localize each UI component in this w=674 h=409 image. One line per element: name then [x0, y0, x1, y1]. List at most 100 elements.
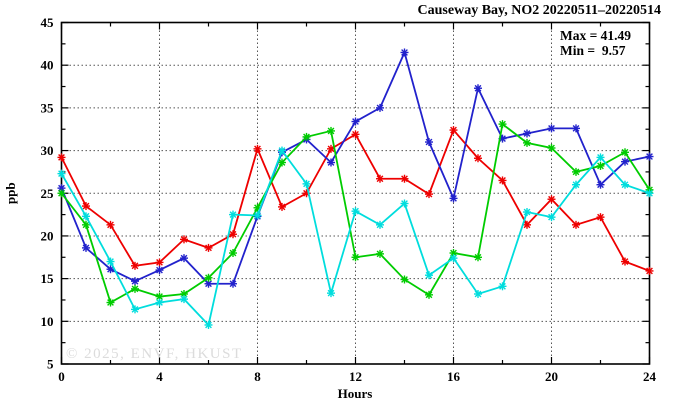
data-point-marker: [204, 243, 213, 252]
data-point-marker: [278, 158, 286, 167]
data-point-marker: [376, 220, 384, 229]
data-point-marker: [425, 290, 433, 299]
data-point-marker: [621, 157, 629, 166]
data-point-marker: [253, 144, 262, 153]
data-point-marker: [180, 295, 188, 304]
data-point-marker: [474, 154, 482, 163]
series-red-line-markers: [57, 126, 654, 275]
data-point-marker: [106, 298, 115, 307]
data-point-marker: [425, 190, 433, 199]
data-point-marker: [106, 265, 115, 274]
data-point-marker: [278, 146, 286, 155]
data-point-marker: [547, 144, 556, 153]
tick-labels: 0 4 8 12 16 20 24 5 10 15 20 25 30 35 40 45: [41, 15, 657, 384]
data-point-marker: [645, 189, 654, 198]
data-point-marker: [474, 253, 482, 262]
data-point-marker: [523, 129, 531, 138]
series-green-line: [57, 120, 654, 307]
data-point-marker: [498, 176, 507, 185]
data-point-marker: [572, 180, 580, 189]
data-point-marker: [253, 211, 262, 220]
y-tick-label: 15: [41, 271, 55, 286]
x-tick-label: 4: [156, 369, 163, 384]
min-annotation: Min = 9.57: [560, 43, 626, 58]
data-point-marker: [82, 212, 90, 221]
data-point-marker: [498, 282, 507, 291]
data-point-marker: [351, 130, 360, 139]
data-point-marker: [204, 320, 213, 329]
data-point-marker: [351, 207, 360, 216]
max-annotation: Max = 41.49: [560, 28, 631, 43]
data-point-marker: [449, 126, 458, 135]
data-point-marker: [400, 174, 409, 183]
data-point-marker: [523, 220, 531, 229]
data-point-marker: [82, 220, 90, 229]
data-point-marker: [57, 153, 66, 162]
y-tick-label: 40: [41, 58, 54, 73]
x-tick-label: 16: [447, 369, 461, 384]
grid-lines: [61, 22, 650, 364]
data-point-marker: [327, 289, 335, 298]
data-point-marker: [376, 174, 384, 183]
data-point-marker: [82, 202, 90, 211]
data-point-marker: [645, 266, 654, 275]
y-tick-label: 5: [47, 357, 54, 372]
data-point-marker: [572, 167, 580, 176]
data-point-marker: [596, 153, 605, 162]
data-point-marker: [449, 254, 458, 263]
data-point-marker: [474, 84, 482, 93]
x-tick-label: 0: [58, 369, 65, 384]
data-point-marker: [376, 249, 384, 258]
data-point-marker: [327, 158, 335, 167]
data-point-marker: [106, 257, 115, 266]
y-tick-label: 20: [41, 228, 54, 243]
data-point-marker: [155, 298, 164, 307]
y-tick-label: 10: [41, 314, 54, 329]
y-tick-label: 35: [41, 100, 55, 115]
data-point-marker: [302, 132, 311, 141]
data-point-marker: [523, 208, 531, 217]
data-point-marker: [572, 124, 580, 133]
y-tick-label: 45: [41, 15, 55, 30]
data-point-marker: [596, 161, 605, 170]
data-point-marker: [400, 48, 409, 57]
data-point-marker: [498, 120, 507, 129]
data-point-marker: [400, 199, 409, 208]
data-point-marker: [229, 279, 237, 288]
y-tick-label: 30: [41, 143, 54, 158]
data-point-marker: [229, 230, 237, 239]
data-point-marker: [621, 257, 629, 266]
data-point-marker: [302, 179, 311, 188]
series-cyan-line-markers: [57, 146, 654, 329]
x-axis-label: Hours: [338, 386, 373, 401]
data-point-marker: [131, 261, 139, 270]
x-tick-label: 24: [643, 369, 657, 384]
data-point-marker: [621, 148, 629, 157]
x-tick-label: 12: [349, 369, 362, 384]
watermark: © 2025, ENVF, HKUST: [66, 346, 243, 362]
data-point-marker: [57, 189, 66, 198]
data-point-marker: [400, 275, 409, 284]
data-point-marker: [523, 138, 531, 147]
chart-title: Causeway Bay, NO2 20220511–20220514: [418, 3, 661, 18]
data-point-marker: [278, 202, 286, 211]
data-point-marker: [180, 254, 188, 263]
data-point-marker: [229, 249, 237, 258]
data-point-marker: [547, 195, 556, 204]
x-tick-label: 20: [545, 369, 558, 384]
data-point-marker: [106, 220, 115, 229]
data-point-marker: [327, 126, 335, 135]
data-point-marker: [572, 220, 580, 229]
data-point-marker: [131, 284, 139, 293]
y-axis-label: ppb: [3, 182, 18, 204]
data-point-marker: [596, 180, 605, 189]
data-point-marker: [547, 213, 556, 222]
data-point-marker: [204, 273, 213, 282]
data-point-marker: [645, 152, 654, 161]
data-point-marker: [131, 277, 139, 286]
data-point-marker: [82, 243, 90, 252]
series-cyan-line: [57, 146, 654, 329]
data-point-marker: [229, 210, 237, 219]
